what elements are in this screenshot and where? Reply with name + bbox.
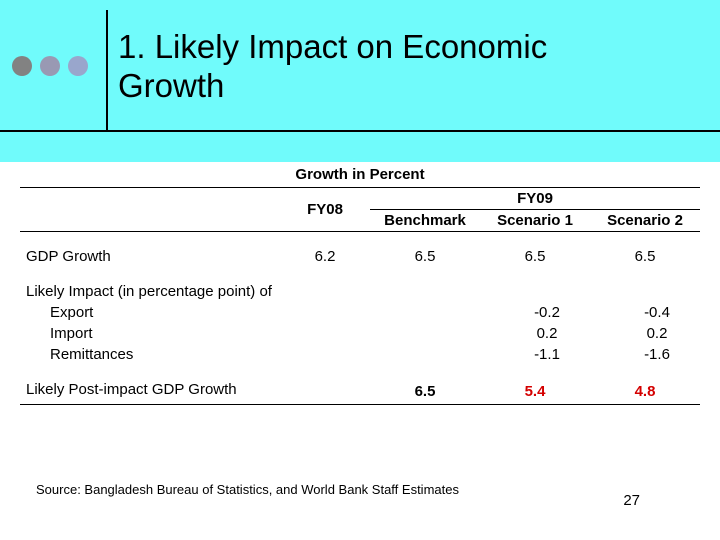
title-band: 1. Likely Impact on Economic Growth	[0, 0, 720, 162]
vertical-divider	[106, 10, 108, 130]
dot-1	[12, 56, 32, 76]
title-line2: Growth	[118, 67, 224, 104]
title-line1: 1. Likely Impact on Economic	[118, 28, 547, 65]
table-title: Growth in Percent	[20, 162, 700, 188]
row-post-impact: Likely Post-impact GDP Growth 6.5 5.4 4.…	[20, 379, 700, 405]
horizontal-divider	[0, 130, 720, 132]
col-scenario1: Scenario 1	[480, 210, 590, 232]
growth-table: Growth in Percent FY08 FY09 Benchmark Sc…	[20, 162, 700, 405]
label-post: Likely Post-impact GDP Growth	[20, 379, 280, 405]
page-number: 27	[623, 492, 640, 509]
page-title: 1. Likely Impact on Economic Growth	[118, 28, 547, 106]
label-gdp: GDP Growth	[20, 246, 280, 267]
remit-s2: -1.6	[590, 344, 700, 365]
export-s2: -0.4	[590, 302, 700, 323]
row-import: Import 0.2 0.2	[20, 323, 700, 344]
gdp-s2: 6.5	[590, 246, 700, 267]
post-bench: 6.5	[370, 379, 480, 405]
label-remit: Remittances	[20, 344, 280, 365]
col-fy09: FY09	[370, 188, 700, 210]
export-s1: -0.2	[480, 302, 590, 323]
dot-3	[68, 56, 88, 76]
gdp-s1: 6.5	[480, 246, 590, 267]
remit-s1: -1.1	[480, 344, 590, 365]
label-export: Export	[20, 302, 280, 323]
col-benchmark: Benchmark	[370, 210, 480, 232]
row-export: Export -0.2 -0.4	[20, 302, 700, 323]
col-scenario2: Scenario 2	[590, 210, 700, 232]
import-s1: 0.2	[480, 323, 590, 344]
row-impact-header: Likely Impact (in percentage point) of	[20, 281, 700, 302]
post-s1: 5.4	[480, 379, 590, 405]
row-remittances: Remittances -1.1 -1.6	[20, 344, 700, 365]
label-impact: Likely Impact (in percentage point) of	[20, 281, 700, 302]
row-gdp-growth: GDP Growth 6.2 6.5 6.5 6.5	[20, 246, 700, 267]
bullet-dots	[12, 56, 88, 76]
import-s2: 0.2	[590, 323, 700, 344]
dot-2	[40, 56, 60, 76]
gdp-fy08: 6.2	[280, 246, 370, 267]
source-note: Source: Bangladesh Bureau of Statistics,…	[36, 482, 459, 497]
post-s2: 4.8	[590, 379, 700, 405]
col-fy08: FY08	[280, 188, 370, 232]
label-import: Import	[20, 323, 280, 344]
gdp-bench: 6.5	[370, 246, 480, 267]
